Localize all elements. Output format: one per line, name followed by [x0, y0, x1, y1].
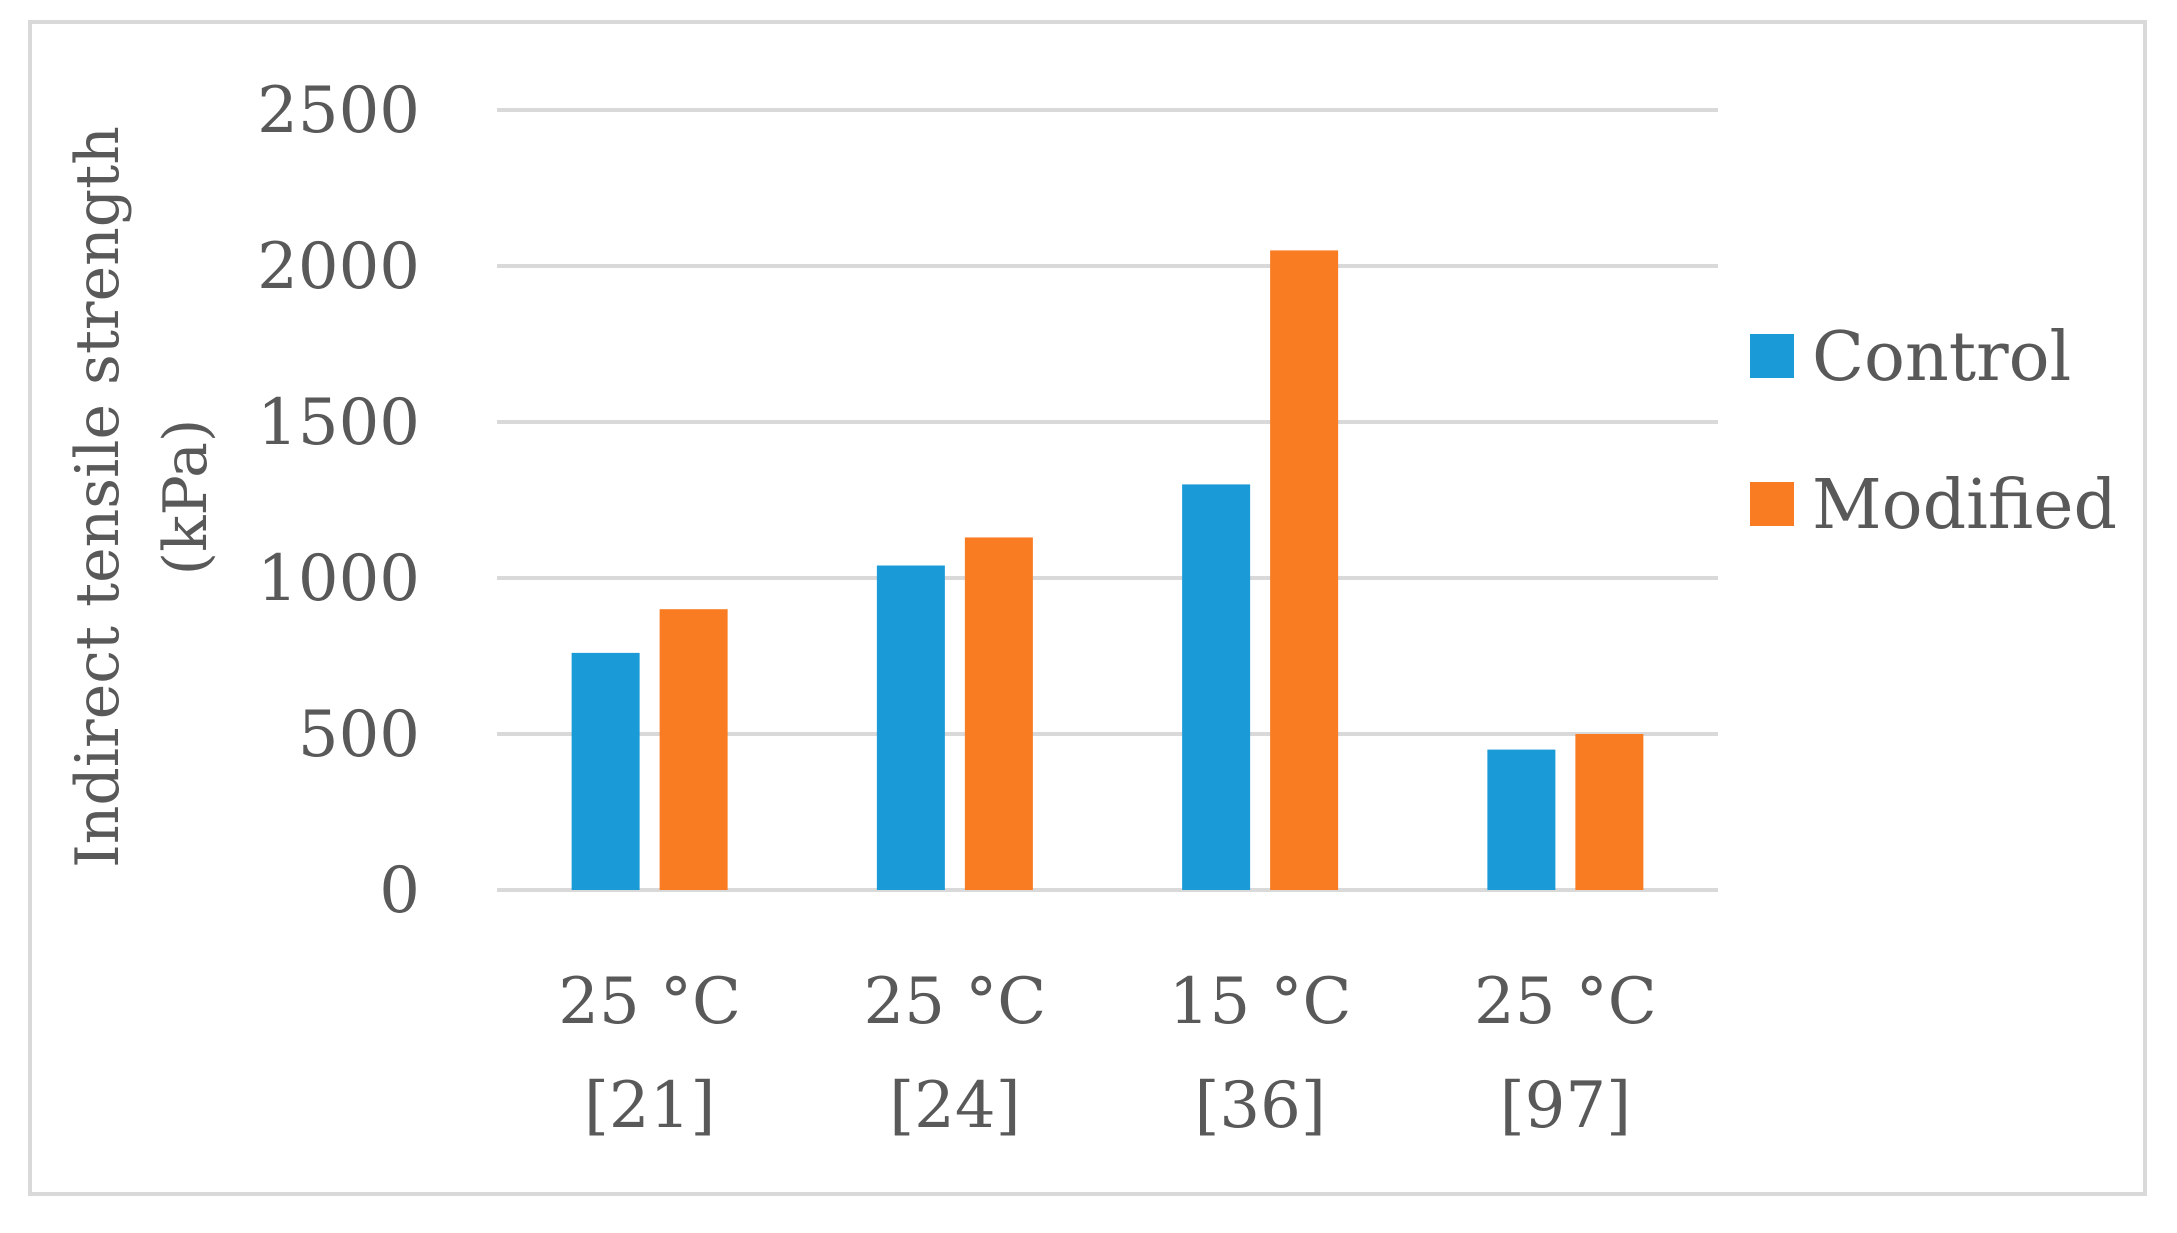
bar-modified-2 [1270, 250, 1339, 890]
y-tick-label: 1500 [257, 386, 420, 460]
x-tick-label-line2: [24] [889, 1069, 1020, 1143]
y-tick-label: 1000 [257, 542, 420, 616]
bar-control-0 [571, 652, 640, 890]
x-tick-label-line2: [36] [1194, 1069, 1325, 1143]
bar-control-2 [1182, 484, 1251, 890]
x-tick-label-line1: 25 °C [864, 965, 1047, 1039]
y-tick-label: 0 [379, 854, 420, 928]
y-tick-label: 2500 [257, 74, 420, 148]
x-tick-label-line1: 15 °C [1169, 965, 1352, 1039]
bar-modified-1 [964, 537, 1033, 890]
x-axis-ticks: 25 °C [21] 25 °C [24] 15 °C [36] 25 °C [97] [558, 965, 1657, 1143]
y-axis-ticks: 0 500 1000 1500 2000 2500 [257, 74, 420, 928]
bars [571, 250, 1644, 890]
x-tick-label-line1: 25 °C [558, 965, 741, 1039]
bar-modified-0 [659, 609, 728, 890]
x-tick-label-line2: [97] [1500, 1069, 1631, 1143]
legend-swatch-control [1750, 334, 1794, 378]
y-tick-label: 2000 [257, 230, 420, 304]
x-tick-label-line1: 25 °C [1474, 965, 1657, 1039]
y-axis-title: Indirect tensile strength (kPa) [63, 126, 221, 868]
y-axis-title-line2: (kPa) [151, 419, 221, 576]
bar-control-1 [876, 565, 945, 890]
chart-frame [28, 20, 2147, 1196]
bar-modified-3 [1575, 734, 1644, 890]
legend: Control Modified [1750, 318, 2117, 545]
legend-swatch-modified [1750, 482, 1794, 526]
bar-control-3 [1487, 749, 1556, 890]
y-axis-title-line1: Indirect tensile strength [63, 126, 133, 868]
legend-label-modified: Modified [1812, 466, 2117, 545]
legend-label-control: Control [1812, 318, 2071, 397]
y-tick-label: 500 [298, 698, 420, 772]
x-tick-label-line2: [21] [584, 1069, 715, 1143]
